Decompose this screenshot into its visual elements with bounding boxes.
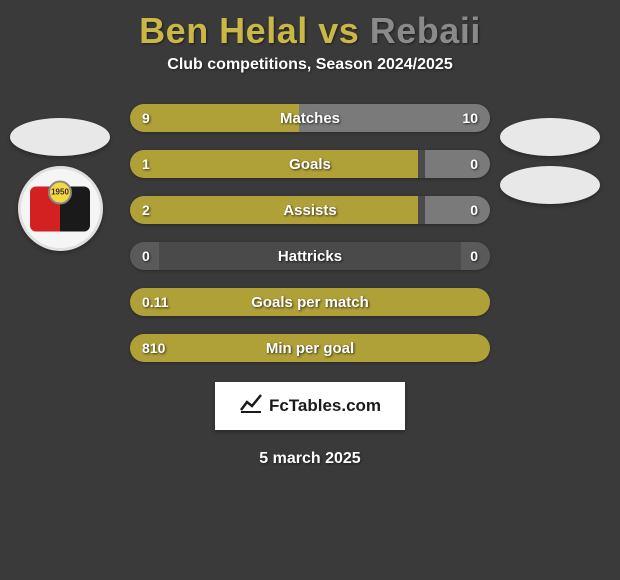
logo-year-badge: 1950 <box>48 180 72 204</box>
player1-side: ÉTOILE SPORTIVE 1950 <box>10 118 110 251</box>
stat-label: Assists <box>130 196 490 224</box>
page-title: Ben Helal vs Rebaii <box>0 0 620 56</box>
player2-name: Rebaii <box>370 10 481 51</box>
player1-name: Ben Helal <box>139 10 308 51</box>
stat-label: Hattricks <box>130 242 490 270</box>
player1-avatar-placeholder <box>10 118 110 156</box>
stat-row-assists: 20Assists <box>130 196 490 224</box>
comparison-bars: 910Matches 10Goals 20Assists 00Hattricks 0.1… <box>130 104 490 362</box>
chart-icon <box>239 392 263 420</box>
stat-label: Goals per match <box>130 288 490 316</box>
stat-label: Min per goal <box>130 334 490 362</box>
stat-label: Goals <box>130 150 490 178</box>
stat-row-goals-per-match: 0.11Goals per match <box>130 288 490 316</box>
brand-text: FcTables.com <box>269 396 381 416</box>
brand-badge: FcTables.com <box>215 382 405 430</box>
logo-year: 1950 <box>51 188 69 197</box>
stat-row-matches: 910Matches <box>130 104 490 132</box>
subtitle: Club competitions, Season 2024/2025 <box>0 56 620 104</box>
title-vs: vs <box>308 10 370 51</box>
player2-side <box>500 118 600 204</box>
stat-label: Matches <box>130 104 490 132</box>
stat-row-goals: 10Goals <box>130 150 490 178</box>
player2-club-placeholder <box>500 166 600 204</box>
player1-club-logo: ÉTOILE SPORTIVE 1950 <box>18 166 103 251</box>
date-text: 5 march 2025 <box>0 450 620 468</box>
stat-row-hattricks: 00Hattricks <box>130 242 490 270</box>
player2-avatar-placeholder <box>500 118 600 156</box>
stat-row-min-per-goal: 810Min per goal <box>130 334 490 362</box>
